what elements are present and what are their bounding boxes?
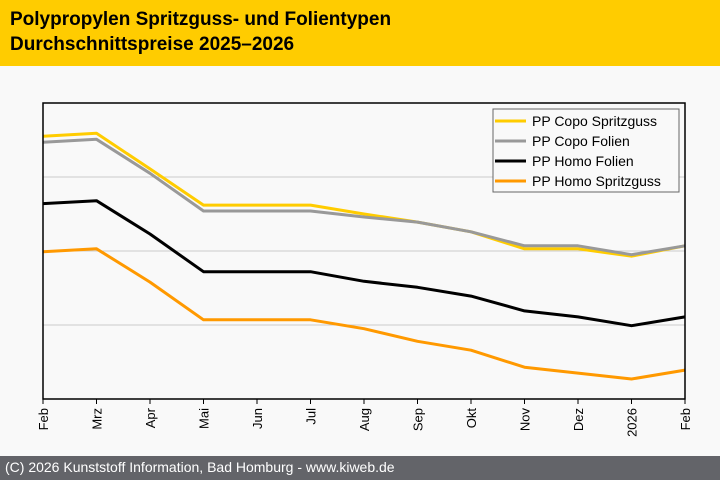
x-tick-label: Mrz	[90, 408, 105, 430]
line-chart: Feb Mrz Apr Mai Jun Jul Aug Sep Okt Nov Dez 2026 Feb…	[36, 102, 693, 437]
x-tick-label: Mai	[197, 408, 212, 429]
x-tick-label: Jul	[304, 408, 319, 425]
x-tick-label: Sep	[411, 408, 426, 431]
chart-subtitle: Durchschnittspreise 2025–2026	[10, 34, 295, 55]
x-tick-label: Aug	[357, 408, 372, 431]
copyright-text: (C) 2026 Kunststoff Information, Bad Hom…	[5, 459, 395, 475]
x-tick-label: Apr	[143, 407, 158, 428]
x-tick-label: 2026	[625, 408, 640, 437]
legend: PP Copo Spritzguss PP Copo Folien PP Homo …	[492, 108, 680, 193]
chart-title: Polypropylen Spritzguss- und Folientypen	[10, 9, 392, 30]
x-tick-label: Feb	[36, 408, 51, 430]
series-line-pp-copo-spritzguss	[42, 131, 686, 258]
series-line-pp-copo-folien	[42, 137, 686, 257]
header-banner: Polypropylen Spritzguss- und Folientypen…	[0, 0, 720, 66]
series-line-pp-homo-spritzguss	[42, 247, 686, 381]
legend-label: PP Copo Spritzguss	[532, 113, 657, 129]
footer-bar: (C) 2026 Kunststoff Information, Bad Hom…	[0, 456, 720, 480]
legend-label: PP Homo Folien	[532, 153, 634, 169]
series-lines	[42, 131, 686, 381]
x-axis: Feb Mrz Apr Mai Jun Jul Aug Sep Okt Nov Dez 2026 Feb	[36, 399, 693, 437]
x-tick-label: Nov	[518, 408, 533, 432]
legend-label: PP Homo Spritzguss	[532, 173, 661, 189]
series-line-pp-homo-folien	[42, 199, 686, 328]
x-tick-label: Jun	[250, 408, 265, 429]
legend-box	[492, 108, 680, 193]
x-tick-label: Feb	[678, 408, 693, 430]
x-tick-label: Okt	[464, 408, 479, 429]
legend-label: PP Copo Folien	[532, 133, 630, 149]
x-tick-label: Dez	[571, 408, 586, 431]
